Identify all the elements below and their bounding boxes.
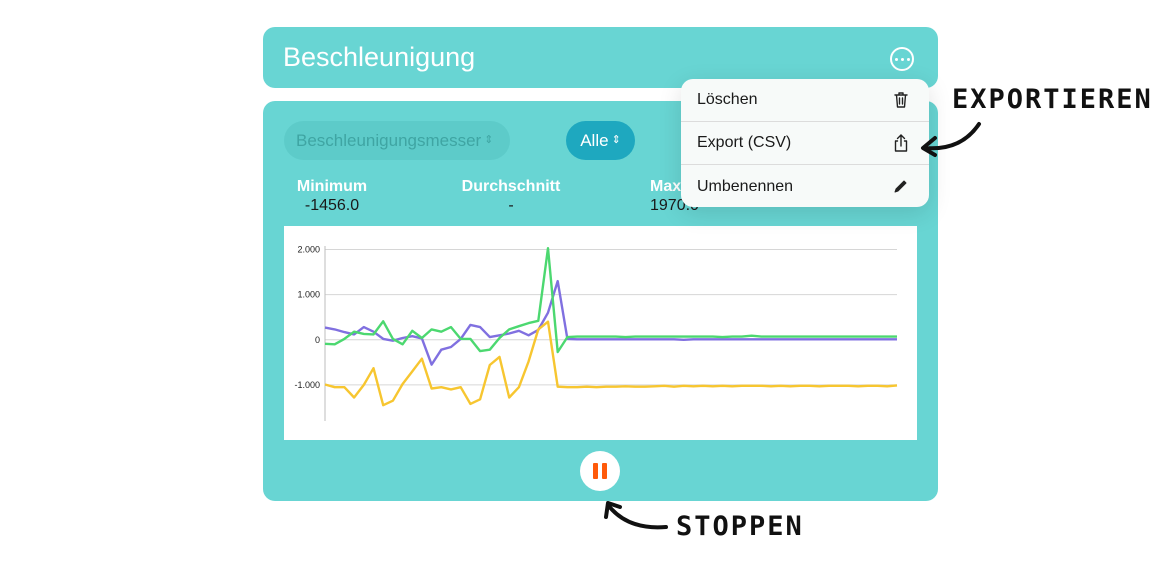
chevron-up-down-icon: ⇕ (481, 134, 494, 146)
stat-average: Durchschnitt - (459, 178, 563, 215)
arrow-icon (921, 122, 981, 157)
arrow-icon (604, 501, 668, 530)
series-line-0 (324, 279, 897, 366)
ellipsis-dot (906, 57, 910, 61)
series-line-2 (324, 320, 898, 407)
header-card: Beschleunigung (263, 27, 938, 88)
menu-item-export-csv[interactable]: Export (CSV) (681, 122, 929, 165)
sensor-select[interactable]: Beschleunigungsmesser ⇕ (284, 121, 510, 160)
acceleration-chart: -1.000 0 1.000 2.000 (294, 245, 898, 421)
pause-icon (593, 463, 598, 479)
sensor-card: Beschleunigungsmesser ⇕ Alle ⇕ Minimum -… (263, 101, 938, 501)
pause-button[interactable] (580, 451, 620, 491)
chart-area: -1.000 0 1.000 2.000 (284, 226, 917, 440)
menu-item-delete[interactable]: Löschen (681, 79, 929, 122)
context-menu: Löschen Export (CSV) Umbenennen (681, 79, 929, 207)
axis-select-label: Alle (580, 130, 609, 150)
menu-item-rename[interactable]: Umbenennen (681, 165, 929, 207)
trash-icon (894, 92, 908, 108)
annotation-export: EXPORTIEREN (952, 84, 1153, 115)
stat-maximum-label: Max (650, 178, 682, 195)
menu-item-export-label: Export (CSV) (697, 134, 792, 151)
axis-select[interactable]: Alle ⇕ (566, 121, 635, 160)
more-options-button[interactable] (890, 47, 914, 71)
y-tick-label: -1.000 (294, 380, 320, 390)
share-icon (894, 134, 908, 152)
y-tick-label: 1.000 (297, 290, 320, 300)
stat-average-label: Durchschnitt (461, 178, 561, 195)
menu-item-delete-label: Löschen (697, 91, 758, 108)
pause-icon-bar (602, 463, 607, 479)
menu-item-rename-label: Umbenennen (697, 177, 794, 195)
ellipsis-dot (900, 57, 904, 61)
y-tick-label: 2.000 (297, 245, 320, 255)
series-line-1 (324, 247, 897, 354)
stat-minimum-label: Minimum (296, 178, 368, 195)
ellipsis-circle-icon (894, 57, 898, 61)
chevron-up-down-icon: ⇕ (611, 134, 621, 146)
stat-minimum-value: -1456.0 (304, 197, 360, 214)
annotation-stop: STOPPEN (676, 511, 804, 542)
stat-average-value: - (508, 197, 514, 214)
page-title: Beschleunigung (283, 42, 476, 72)
sensor-select-label: Beschleunigungsmesser (296, 130, 482, 150)
pencil-icon (894, 180, 907, 193)
y-tick-label: 0 (315, 335, 320, 345)
stat-minimum: Minimum -1456.0 (296, 178, 368, 215)
